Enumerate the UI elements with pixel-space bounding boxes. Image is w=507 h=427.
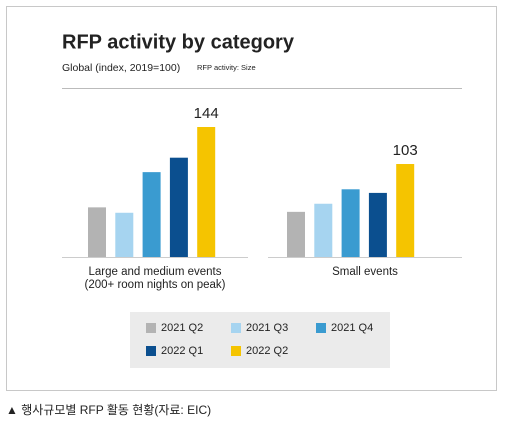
data-label: 144 — [194, 105, 219, 122]
bar — [142, 172, 161, 257]
subtitle: Global (index, 2019=100) — [62, 62, 180, 74]
legend-swatch — [231, 323, 241, 333]
bar — [396, 164, 415, 257]
legend-label: 2021 Q2 — [161, 322, 203, 334]
legend-swatch — [146, 323, 156, 333]
legend-label: 2022 Q2 — [246, 345, 288, 357]
bar — [368, 192, 387, 257]
legend-swatch — [231, 346, 241, 356]
caption: ▲ 행사규모별 RFP 활동 현황(자료: EIC) — [6, 402, 211, 417]
x-tick-label: Small events — [332, 266, 398, 278]
bar — [88, 207, 106, 257]
bar — [287, 211, 305, 257]
chart-title: RFP activity by category — [62, 31, 295, 53]
bar — [115, 212, 134, 257]
x-tick-label: Large and medium events (200+ room nights… — [85, 266, 226, 291]
legend-swatch — [146, 346, 156, 356]
bar — [169, 157, 188, 257]
legend-label: 2021 Q4 — [331, 322, 373, 334]
bar — [197, 127, 216, 257]
legend-swatch — [316, 323, 326, 333]
legend-label: 2021 Q3 — [246, 322, 288, 334]
bar — [314, 203, 333, 257]
legend-label: 2022 Q1 — [161, 345, 203, 357]
legend — [130, 312, 390, 368]
bar — [341, 189, 360, 257]
note: RFP activity: Size — [197, 63, 256, 72]
data-label: 103 — [393, 142, 418, 159]
